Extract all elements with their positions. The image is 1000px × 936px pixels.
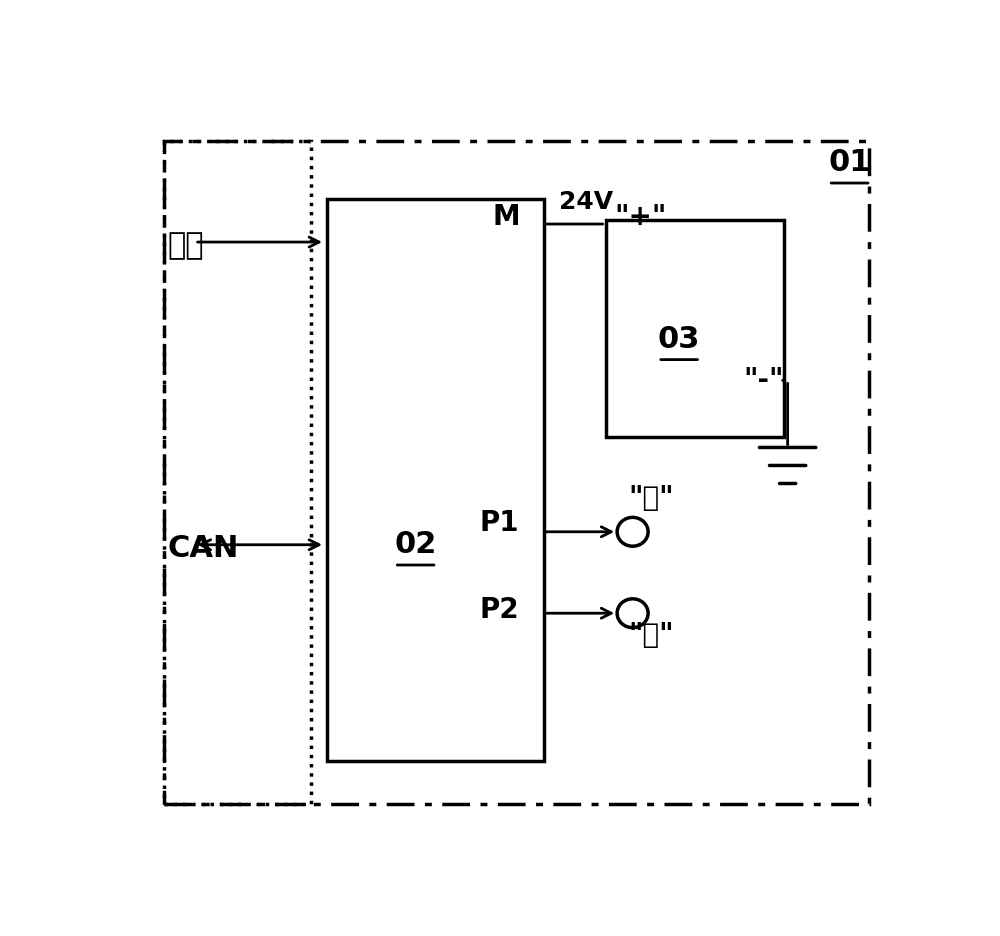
Text: M: M	[493, 203, 520, 231]
Text: 01: 01	[828, 148, 871, 177]
Circle shape	[617, 518, 648, 547]
Text: "+": "+"	[615, 203, 667, 231]
Circle shape	[617, 599, 648, 628]
Text: CAN: CAN	[168, 534, 239, 563]
Text: 24V: 24V	[559, 190, 613, 214]
Text: "黄": "黄"	[629, 484, 674, 512]
Text: 03: 03	[658, 325, 700, 354]
Text: 常电: 常电	[168, 231, 204, 260]
Text: 02: 02	[394, 531, 437, 559]
Text: "红": "红"	[629, 621, 674, 649]
Text: "-": "-"	[743, 366, 784, 394]
Text: P1: P1	[479, 509, 519, 537]
Text: P2: P2	[479, 595, 519, 623]
